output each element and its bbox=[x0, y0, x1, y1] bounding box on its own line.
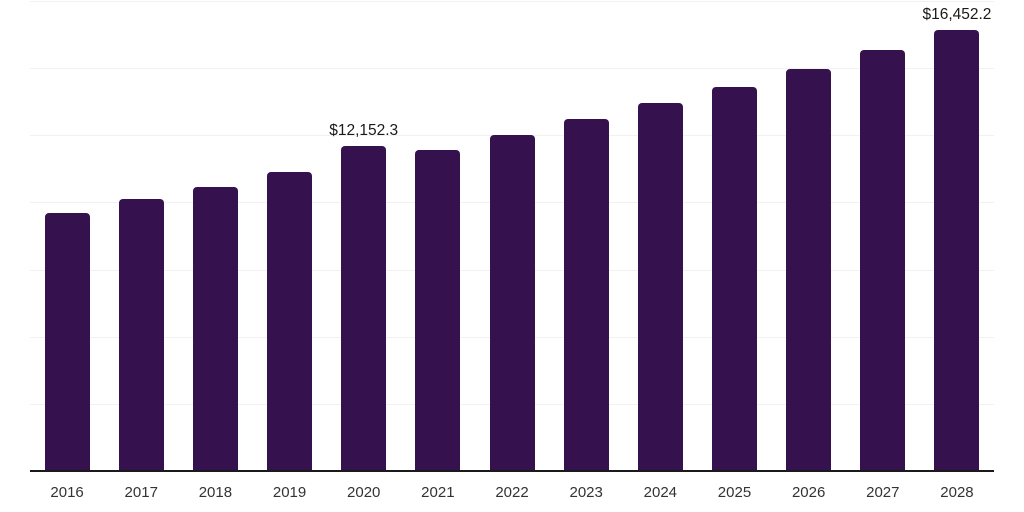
x-tick-label-2021: 2021 bbox=[421, 484, 455, 501]
x-tick-label-2028: 2028 bbox=[940, 484, 974, 501]
bar-2020 bbox=[341, 145, 387, 470]
bar-value-label-2028: $16,452.2 bbox=[922, 6, 992, 24]
bar-slot-2023 bbox=[549, 0, 623, 470]
bar-2018 bbox=[192, 186, 238, 470]
bar-2016 bbox=[44, 213, 90, 470]
bar-2021 bbox=[415, 149, 461, 470]
bar-value-label-2020: $12,152.3 bbox=[329, 121, 399, 139]
bar-2017 bbox=[118, 199, 164, 470]
bar-slot-2019 bbox=[252, 0, 326, 470]
bar-2026 bbox=[786, 68, 832, 470]
bar-2023 bbox=[563, 118, 609, 470]
x-axis-labels: 2016 2017 2018 2019 2020 2021 2022 2023 2024 2025… bbox=[30, 472, 994, 512]
x-tick-label-2027: 2027 bbox=[866, 484, 900, 501]
x-tick-label-2018: 2018 bbox=[198, 484, 233, 501]
gridline-17500 bbox=[30, 1, 994, 2]
bar-2025 bbox=[711, 86, 757, 470]
bar-slot-2020: $12,152.3 bbox=[327, 0, 401, 470]
gridline-15000 bbox=[30, 68, 994, 70]
bars-container: $12,152.3 $16,452.2 bbox=[30, 0, 994, 470]
x-tick-label-2023: 2023 bbox=[569, 484, 603, 501]
bar-slot-2021 bbox=[401, 0, 475, 470]
bar-2022 bbox=[489, 134, 535, 470]
bar-slot-2024 bbox=[623, 0, 697, 470]
bar-slot-2025 bbox=[697, 0, 771, 470]
x-tick-label-2022: 2022 bbox=[495, 484, 529, 501]
bar-slot-2027 bbox=[846, 0, 920, 470]
bar-2019 bbox=[267, 171, 313, 470]
bar-slot-2017 bbox=[104, 0, 178, 470]
plot-area: $12,152.3 $16,452.2 bbox=[30, 0, 994, 472]
bar-slot-2026 bbox=[772, 0, 846, 470]
x-tick-label-2024: 2024 bbox=[643, 484, 678, 501]
bar-slot-2028: $16,452.2 bbox=[920, 0, 994, 470]
x-tick-label-2026: 2026 bbox=[791, 484, 826, 501]
x-tick-label-2025: 2025 bbox=[717, 484, 752, 501]
bar-2027 bbox=[860, 50, 906, 470]
x-tick-label-2019: 2019 bbox=[272, 484, 307, 501]
bar-slot-2018 bbox=[178, 0, 252, 470]
x-tick-label-2016: 2016 bbox=[50, 484, 84, 501]
x-tick-label-2020: 2020 bbox=[347, 484, 381, 501]
bar-slot-2016 bbox=[30, 0, 104, 470]
bar-2028 bbox=[934, 30, 980, 470]
bar-slot-2022 bbox=[475, 0, 549, 470]
bar-2024 bbox=[637, 103, 683, 470]
x-tick-label-2017: 2017 bbox=[124, 484, 158, 501]
